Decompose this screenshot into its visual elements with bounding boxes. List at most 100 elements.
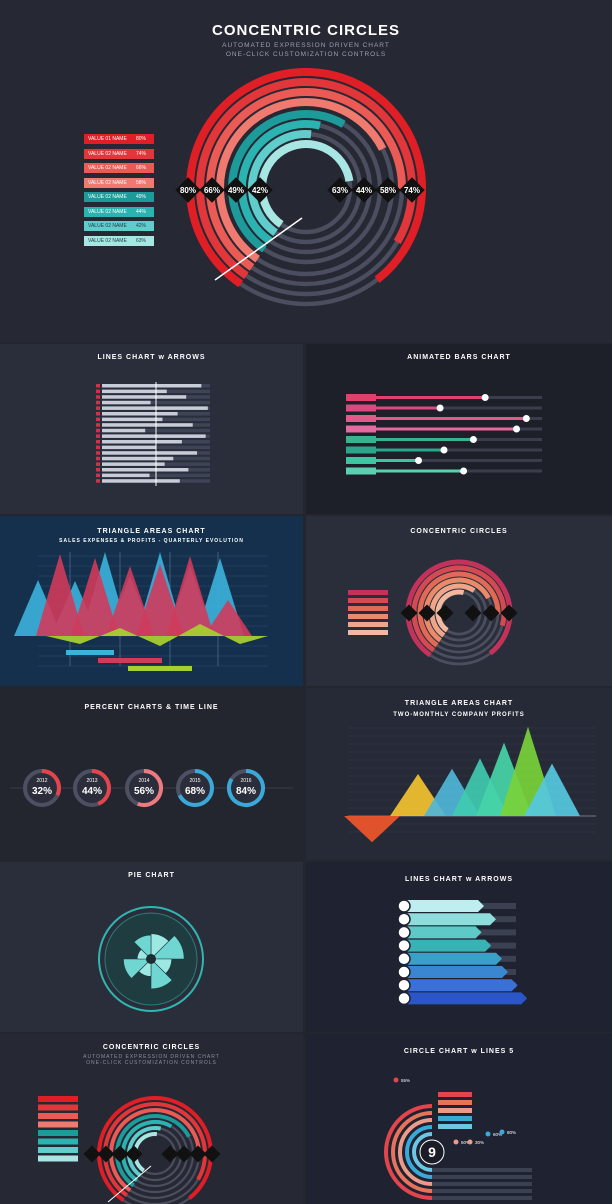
la1-bar (102, 389, 167, 394)
la1-marker (96, 428, 100, 433)
la2-arrow-bar (406, 979, 518, 992)
pie-slice (133, 934, 152, 960)
cb-legend-row (38, 1096, 78, 1102)
concentric-small-panel: CONCENTRIC CIRCLES (306, 516, 612, 686)
bars-legend-tag (346, 404, 376, 412)
hero-legend-name: VALUE 02 NAME (88, 237, 127, 244)
pt-percent-label: 44% (82, 786, 102, 797)
cs-legend-row (348, 590, 388, 595)
tri1-red-triangle (71, 558, 119, 636)
cs-legend-row (348, 630, 388, 635)
lines-arrows-panel-1: LINES CHART w ARROWS (0, 344, 303, 514)
concentric-bottom-subtitle-2: ONE-CLICK CUSTOMIZATION CONTROLS (86, 1060, 217, 1066)
cs-ring-arc (411, 565, 507, 653)
bars-dot (436, 404, 444, 412)
hero-legend-value: 66% (135, 165, 146, 171)
percent-timeline-title: PERCENT CHARTS & TIME LINE (84, 704, 219, 711)
cl-percent-label: 55% (401, 1078, 410, 1083)
pt-ring-arc (137, 769, 163, 807)
la1-bar (102, 440, 182, 444)
lines-arrows-title-2: LINES CHART w ARROWS (404, 876, 514, 883)
la2-arrow-bar (406, 939, 492, 952)
tri1-red-triangle (166, 556, 214, 636)
animated-bars-chart (346, 394, 542, 475)
bars-legend-tag (346, 446, 376, 454)
la2-badge (397, 978, 411, 992)
hero-legend-value: 80% (135, 136, 146, 142)
hero-ring-arc (206, 88, 406, 271)
pie-title: PIE CHART (128, 872, 175, 879)
cl-dot (453, 1139, 459, 1145)
tri1-red-triangle (36, 554, 84, 636)
cb-legend-row (38, 1121, 78, 1128)
bars-bar (346, 427, 517, 431)
pt-ring-arc (227, 769, 265, 807)
la1-bar (102, 400, 151, 405)
concentric-bottom-title: CONCENTRIC CIRCLES (102, 1044, 201, 1051)
hero-ring-arc (186, 68, 426, 288)
triangle-title-1: TRIANGLE AREAS CHART (97, 528, 206, 535)
hero-ring-arc (216, 98, 387, 263)
la1-marker (96, 423, 100, 427)
la1-marker (96, 473, 100, 478)
la1-marker (96, 389, 100, 394)
hero-value-marker (327, 177, 353, 203)
hero-ring-arc (258, 140, 354, 228)
cb-ring-arc (133, 1132, 158, 1173)
triangle-chart-2 (344, 726, 596, 843)
la2-badge (397, 991, 411, 1006)
cl-arc (398, 1118, 433, 1186)
cl-line-track (432, 1175, 532, 1179)
hero-needle (214, 217, 303, 281)
pt-ring-arc (177, 769, 214, 807)
pie-slice (150, 958, 173, 990)
pie-chart (98, 906, 204, 1012)
hero-legend-row: VALUE 02 NAME 66% (84, 163, 154, 173)
cl-arc (405, 1125, 433, 1179)
la1-bar (102, 445, 156, 450)
hero-legend-value: 49% (135, 194, 146, 200)
cl-dot (499, 1129, 505, 1135)
hero-legend-value: 74% (135, 150, 146, 157)
bars-bar (346, 459, 419, 462)
hero-legend-name: VALUE 02 NAME (88, 165, 127, 171)
cb-legend-row (38, 1130, 78, 1136)
pie-slice (150, 935, 185, 960)
hero-value-label: 74% (404, 186, 420, 195)
hero-ring-arc (248, 130, 312, 236)
la2-badge (397, 965, 411, 979)
cl-legend-row (438, 1100, 472, 1105)
tri2-triangle (524, 763, 580, 816)
cb-legend-row (38, 1138, 78, 1145)
hero-subtitle-1: AUTOMATED EXPRESSION DRIVEN CHART (222, 42, 390, 49)
cl-arc (412, 1132, 433, 1172)
hero-legend-name: VALUE 01 NAME (88, 136, 127, 142)
concentric-bottom-chart (38, 1096, 221, 1204)
la1-marker (96, 406, 100, 410)
bars-legend-tag (346, 394, 376, 401)
cb-legend-row (38, 1113, 78, 1119)
bars-legend-tag (346, 425, 376, 433)
lines-arrows-chart-2 (397, 899, 528, 1006)
la1-marker (96, 412, 100, 416)
tri1-legend-profits (128, 666, 192, 671)
bars-dot (415, 457, 423, 464)
tri1-red-triangle (204, 600, 252, 636)
cl-center-label: 9 (428, 1144, 436, 1160)
cl-legend-row (438, 1092, 472, 1097)
tri1-legend-sales (66, 650, 114, 655)
cs-ring-arc (429, 583, 476, 638)
cs-legend-row (348, 614, 388, 619)
tri1-legend-expenses (98, 658, 162, 663)
lines-arrows-chart-1 (96, 382, 210, 486)
bars-track (346, 459, 542, 462)
triangle-chart-1 (14, 552, 268, 671)
hero-legend-name: VALUE 02 NAME (88, 150, 127, 157)
concentric-small-title: CONCENTRIC CIRCLES (410, 528, 508, 535)
hero-ring-arc (228, 110, 346, 253)
bars-bar (346, 417, 527, 420)
bars-legend-tag (346, 415, 376, 422)
la1-bar (102, 417, 163, 422)
hero-concentric-chart: 80% 66% 49% 42% 63% 44% 58% 74% (175, 68, 426, 307)
la2-badge (397, 925, 411, 940)
